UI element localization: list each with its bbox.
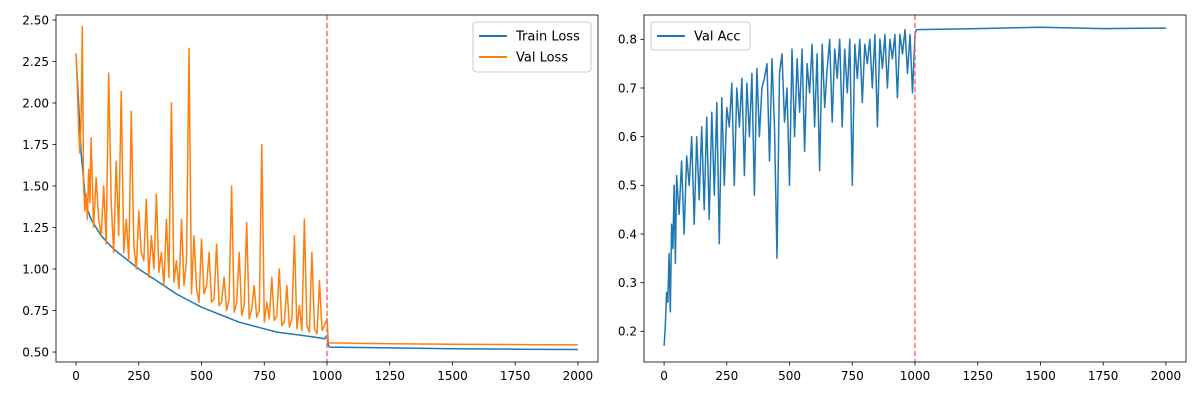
y-tick-label: 0.6: [618, 130, 637, 144]
x-tick-label: 0: [660, 369, 668, 383]
x-tick-label: 1250: [374, 369, 405, 383]
x-tick-label: 500: [778, 369, 801, 383]
loss-chart: 0 250 500 750 1000 1250 1500 1750 2000 0.50 0.75 1.…: [22, 13, 599, 383]
x-tick-label: 750: [253, 369, 276, 383]
y-tick-label: 2.50: [22, 13, 49, 27]
legend-box: [650, 21, 751, 51]
y-tick-label: 2.25: [22, 55, 49, 69]
y-tick-label: 0.3: [618, 276, 637, 290]
x-tick-label: 0: [72, 369, 80, 383]
y-tick-label: 0.4: [618, 227, 637, 241]
y-tick-label: 0.50: [22, 345, 49, 359]
legend-label: Val Loss: [516, 51, 568, 66]
legend-box: [472, 21, 592, 73]
x-tick-label: 250: [715, 369, 738, 383]
x-tick-label: 1000: [900, 369, 931, 383]
y-tick-label: 2.00: [22, 96, 49, 110]
y-tick-label: 0.75: [22, 304, 49, 318]
y-tick-label: 0.8: [618, 33, 637, 47]
x-tick-label: 1000: [312, 369, 343, 383]
x-tick-label: 2000: [1151, 369, 1182, 383]
y-tick-label: 1.00: [22, 262, 49, 276]
x-tick-label: 1500: [437, 369, 468, 383]
y-tick-label: 0.2: [618, 325, 637, 339]
x-tick-label: 2000: [563, 369, 594, 383]
x-tick-label: 750: [841, 369, 864, 383]
legend-label: Val Acc: [694, 30, 741, 45]
y-tick-label: 0.5: [618, 179, 637, 193]
x-tick-label: 250: [127, 369, 150, 383]
x-tick-label: 1250: [962, 369, 993, 383]
x-tick-label: 1750: [500, 369, 531, 383]
series-line-train-loss: [75, 54, 578, 351]
series-line-val-loss: [75, 25, 578, 346]
legend: Val Acc: [650, 21, 751, 51]
x-tick-label: 1750: [1088, 369, 1119, 383]
legend: Train Loss Val Loss: [472, 21, 592, 73]
y-tick-label: 0.7: [618, 81, 637, 95]
y-tick-label: 1.75: [22, 138, 49, 152]
y-tick-label: 1.50: [22, 179, 49, 193]
y-tick-label: 1.25: [22, 221, 49, 235]
accuracy-chart: 0 250 500 750 1000 1250 1500 1750 2000 0.2 0.3 0.4 0…: [618, 14, 1187, 383]
x-tick-label: 500: [190, 369, 213, 383]
x-tick-label: 1500: [1025, 369, 1056, 383]
legend-label: Train Loss: [515, 30, 580, 45]
series-line-val-acc: [663, 26, 1166, 346]
